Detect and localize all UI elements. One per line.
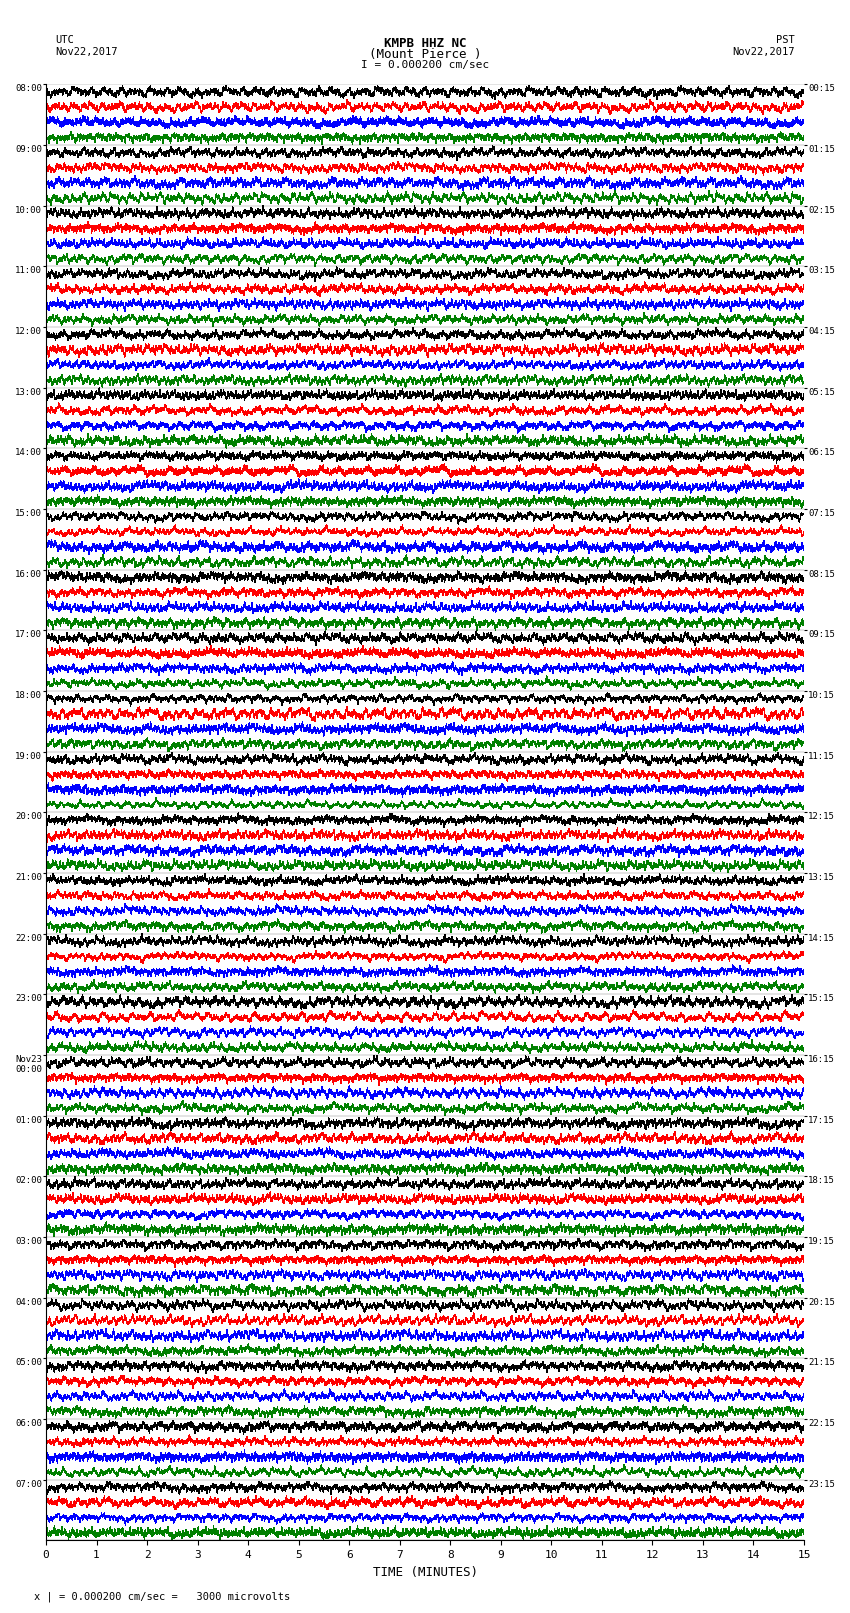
Text: PST
Nov22,2017: PST Nov22,2017 xyxy=(732,35,795,56)
Text: x | = 0.000200 cm/sec =   3000 microvolts: x | = 0.000200 cm/sec = 3000 microvolts xyxy=(34,1590,290,1602)
X-axis label: TIME (MINUTES): TIME (MINUTES) xyxy=(372,1566,478,1579)
Text: (Mount Pierce ): (Mount Pierce ) xyxy=(369,48,481,61)
Text: UTC
Nov22,2017: UTC Nov22,2017 xyxy=(55,35,118,56)
Text: KMPB HHZ NC: KMPB HHZ NC xyxy=(383,37,467,50)
Text: I = 0.000200 cm/sec: I = 0.000200 cm/sec xyxy=(361,60,489,69)
